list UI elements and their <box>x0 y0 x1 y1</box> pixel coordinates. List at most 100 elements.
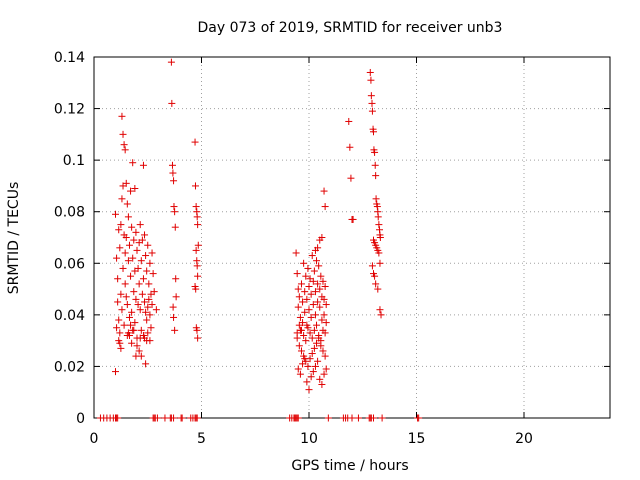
data-point <box>303 295 311 303</box>
data-point <box>313 257 321 265</box>
data-point <box>315 262 323 270</box>
data-point <box>191 182 199 190</box>
data-point <box>125 241 133 249</box>
x-tick-label: 0 <box>90 431 99 447</box>
data-point <box>112 210 119 218</box>
chart-title: Day 073 of 2019, SRMTID for receiver unb… <box>198 20 503 36</box>
data-point <box>321 203 329 211</box>
data-point <box>368 107 376 115</box>
data-point <box>320 187 328 195</box>
data-point <box>322 301 330 309</box>
grid-lines <box>94 57 610 418</box>
data-point <box>322 365 330 373</box>
data-point <box>311 288 319 296</box>
data-point <box>321 352 329 360</box>
data-point <box>131 185 139 193</box>
data-point <box>320 370 328 378</box>
data-point <box>322 319 330 327</box>
data-point <box>129 159 137 167</box>
data-point <box>316 236 324 244</box>
data-point <box>142 360 150 368</box>
data-point <box>296 313 304 321</box>
data-point <box>293 329 301 337</box>
data-point <box>169 169 177 177</box>
data-point <box>172 293 180 301</box>
x-tick-label: 15 <box>408 431 426 447</box>
data-point <box>297 326 305 334</box>
data-point <box>324 414 332 422</box>
data-point <box>135 347 143 355</box>
data-point <box>138 290 146 298</box>
data-point <box>133 342 141 350</box>
data-point <box>371 161 379 169</box>
data-point <box>128 223 136 231</box>
data-point <box>142 308 150 316</box>
data-point <box>117 221 125 229</box>
data-point <box>193 414 201 422</box>
data-point <box>171 326 179 334</box>
data-point <box>130 326 138 334</box>
data-point <box>375 221 383 229</box>
data-point <box>310 267 318 275</box>
data-point <box>121 146 129 154</box>
y-tick-label: 0.14 <box>54 50 85 66</box>
data-point <box>317 337 325 345</box>
data-point <box>128 339 136 347</box>
data-point <box>150 288 158 296</box>
data-point <box>131 319 139 327</box>
data-point <box>125 313 133 321</box>
data-point <box>123 200 131 208</box>
axis-ticks: 0 0.02 0.04 0.06 0.08 0.1 0.12 0.14 0 5 10 15 20 <box>54 50 610 447</box>
data-point <box>143 337 151 345</box>
data-point <box>167 58 175 66</box>
data-point <box>320 295 328 303</box>
data-point <box>377 311 385 319</box>
data-point <box>115 226 123 234</box>
data-point <box>127 321 135 329</box>
data-point <box>307 290 315 298</box>
data-point <box>316 375 324 383</box>
data-point <box>145 280 153 288</box>
data-point <box>302 337 310 345</box>
data-point <box>295 321 303 329</box>
data-point <box>316 303 324 311</box>
data-point <box>120 141 128 149</box>
data-point <box>139 161 147 169</box>
data-point <box>149 270 157 278</box>
data-point <box>294 414 302 422</box>
data-point <box>132 352 140 360</box>
data-point <box>128 308 136 316</box>
data-point <box>118 112 126 120</box>
data-point <box>125 331 133 339</box>
data-point <box>112 368 119 376</box>
data-point <box>308 334 316 342</box>
data-point <box>193 262 201 270</box>
data-point <box>194 334 202 342</box>
data-point <box>368 262 376 270</box>
data-point <box>345 117 353 125</box>
data-point <box>146 311 154 319</box>
data-point <box>116 329 124 337</box>
data-point <box>305 282 313 290</box>
data-point <box>309 368 317 376</box>
data-point <box>372 172 380 180</box>
data-point <box>294 365 302 373</box>
data-point <box>310 326 318 334</box>
data-point <box>134 301 142 309</box>
data-point <box>115 337 123 345</box>
data-point <box>371 272 379 280</box>
data-point <box>346 143 354 151</box>
data-point <box>113 324 121 332</box>
data-point <box>122 234 130 241</box>
data-point <box>317 272 325 280</box>
data-point <box>304 264 312 272</box>
data-point <box>147 324 155 332</box>
data-point <box>170 177 178 185</box>
data-point <box>144 329 152 337</box>
data-point <box>144 303 152 311</box>
y-axis-label: SRMTID / TECUs <box>6 182 22 295</box>
data-point <box>313 339 321 347</box>
data-point <box>193 326 201 334</box>
data-point <box>371 148 379 156</box>
